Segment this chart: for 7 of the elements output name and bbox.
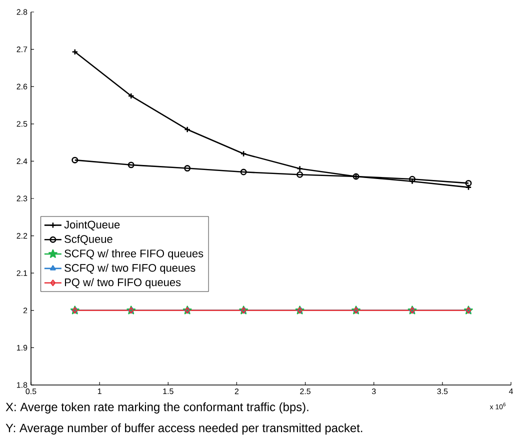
legend-label: SCFQ w/ two FIFO queues xyxy=(64,264,196,274)
legend-label: ScfQueue xyxy=(64,234,112,245)
text: X: Averge token rate marking the conformant traffic (bps). xyxy=(6,402,308,414)
legend-label: PQ w/ two FIFO queues xyxy=(64,278,181,288)
text: Y: Average number of buffer access needed per transmitted packet. xyxy=(6,423,362,435)
legend-label: JointQueue xyxy=(64,220,120,230)
legend-label: SCFQ w/ three FIFO queues xyxy=(64,249,204,260)
